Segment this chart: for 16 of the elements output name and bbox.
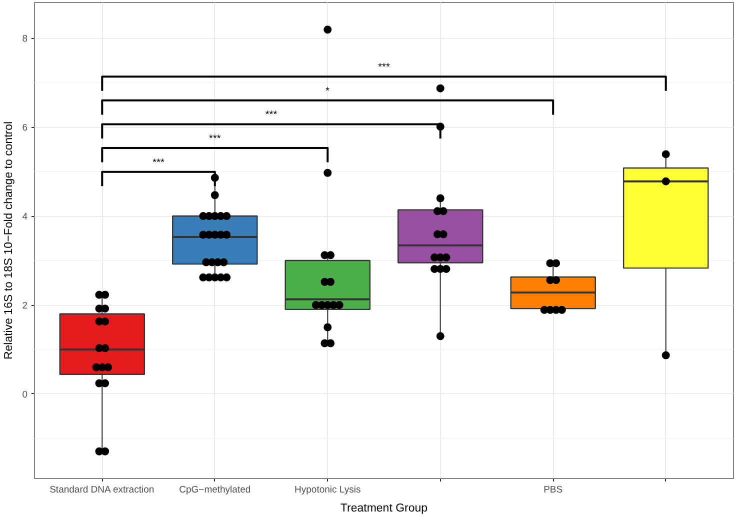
annotation: ***: [378, 62, 390, 74]
x-tick-label: Standard DNA extraction: [50, 484, 154, 496]
y-tick-label: 0: [22, 389, 28, 400]
y-tick-label: 6: [22, 122, 28, 134]
y-tick-label: 2: [22, 300, 28, 312]
annotation: ***: [152, 157, 164, 168]
y-axis-title: Relative 16S to 18S 10−Fold change to control: [3, 121, 16, 360]
y-tick-label: 4: [22, 212, 28, 223]
x-tick-label: Hypotonic Lysis: [294, 484, 361, 496]
x-tick-label: CpG−methylated: [179, 484, 251, 496]
x-tick-label: PBS: [544, 484, 563, 496]
x-axis-title: Treatment Group: [340, 502, 428, 514]
y-tick-label: 8: [22, 34, 28, 45]
annotation: *: [326, 86, 330, 97]
annotation: ***: [265, 110, 278, 121]
annotation: ***: [209, 133, 221, 144]
